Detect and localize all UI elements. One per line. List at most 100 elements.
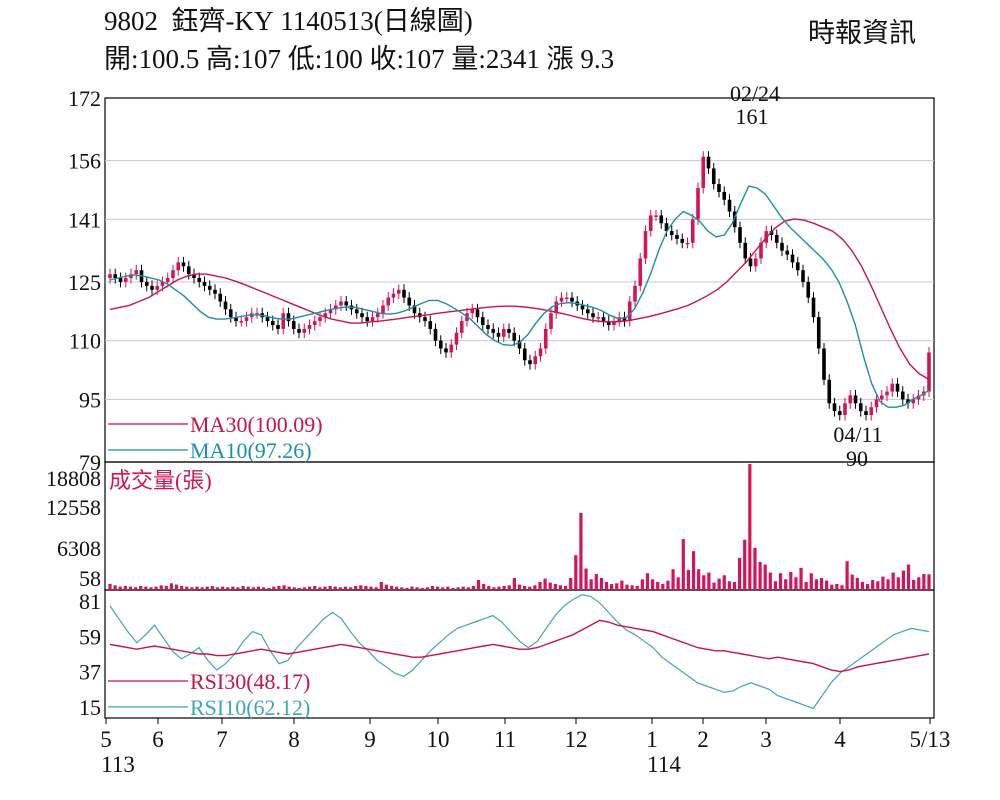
- candle-body: [580, 305, 585, 310]
- volume-title: 成交量(張): [109, 468, 212, 493]
- candle-body: [391, 293, 396, 298]
- candle-body: [150, 285, 154, 290]
- volume-bar: [180, 585, 184, 590]
- volume-bar: [697, 569, 701, 590]
- volume-bar: [579, 512, 583, 590]
- volume-bar: [476, 579, 481, 590]
- volume-bar: [466, 587, 470, 590]
- volume-bar: [917, 577, 921, 590]
- volume-bar: [850, 574, 854, 590]
- candle-body: [496, 332, 501, 337]
- volume-bar: [584, 568, 588, 590]
- volume-bar: [743, 539, 747, 590]
- rsi30-legend-label: RSI30(48.17): [190, 669, 310, 694]
- candle-body: [654, 215, 658, 217]
- volume-bar: [896, 577, 900, 590]
- volume-bar: [236, 587, 240, 590]
- candle-body: [475, 309, 480, 318]
- volume-bar: [308, 586, 312, 590]
- month-label: 8: [288, 727, 300, 752]
- candle-body: [207, 285, 212, 290]
- volume-bar: [333, 586, 337, 590]
- volume-bar: [748, 464, 752, 590]
- candle-body: [885, 391, 889, 396]
- volume-bar: [901, 570, 906, 590]
- month-label: 11: [494, 727, 516, 752]
- candle-body: [627, 301, 632, 322]
- volume-bar: [328, 585, 332, 590]
- low-label: 低: [287, 44, 315, 74]
- volume-bar: [405, 587, 409, 590]
- volume-bar: [548, 582, 552, 590]
- volume-bar: [784, 579, 788, 590]
- candle-body: [433, 328, 438, 341]
- candle-body: [318, 317, 322, 322]
- stock-name: 鈺齊-KY: [171, 6, 274, 36]
- volume-bar: [195, 586, 199, 590]
- volume-bar: [589, 579, 593, 590]
- volume-bar: [574, 555, 578, 590]
- price-tick-label: 125: [68, 270, 101, 295]
- candle-body: [585, 309, 590, 314]
- candle-body: [659, 215, 664, 224]
- ma10-legend-label: MA10(97.26): [190, 438, 312, 463]
- volume-bar: [891, 572, 895, 590]
- volume-bar: [169, 583, 174, 590]
- candle-body: [213, 289, 217, 294]
- rsi-panel: [109, 594, 930, 710]
- volume-bar: [221, 586, 225, 590]
- candle-body: [459, 321, 464, 333]
- candle-body: [711, 168, 716, 185]
- volume-bar: [246, 586, 250, 590]
- volume-bar: [210, 585, 214, 590]
- candle-body: [270, 321, 275, 326]
- volume-bar: [415, 587, 419, 590]
- volume-bar: [343, 586, 348, 590]
- candle-body: [108, 274, 112, 279]
- month-label: 7: [216, 727, 228, 752]
- volume-bar: [702, 575, 706, 590]
- volume-bar: [261, 587, 266, 590]
- volume-bar: [487, 585, 491, 590]
- volume-bar: [717, 578, 721, 590]
- volume-bar: [379, 581, 383, 590]
- price-tick-label: 172: [68, 86, 101, 111]
- volume-bar: [809, 573, 813, 590]
- volume-bar: [881, 576, 885, 590]
- volume-bar: [517, 584, 522, 590]
- candle-body: [916, 395, 921, 400]
- chart-date-title: 1140513(日線圖): [280, 6, 473, 36]
- volume-bar: [205, 586, 209, 590]
- candle-body: [165, 278, 170, 282]
- volume-bar: [722, 575, 726, 590]
- candle-body: [197, 278, 202, 282]
- volume-bar: [118, 586, 122, 590]
- rsi30-line: [109, 619, 930, 673]
- volume-bar: [768, 572, 772, 590]
- volume-bar: [174, 584, 179, 590]
- low-annotation-value: 90: [846, 446, 868, 471]
- volume-bar: [215, 587, 220, 590]
- candle-body: [192, 274, 196, 279]
- candle-body: [171, 270, 175, 279]
- candle-body: [444, 348, 448, 353]
- volume-bar: [430, 585, 435, 590]
- volume-bar: [645, 573, 650, 590]
- candle-body: [176, 262, 181, 271]
- volume-bar: [871, 579, 875, 590]
- candle-body: [617, 317, 622, 322]
- price-tick-label: 156: [68, 149, 101, 174]
- candle-body: [449, 344, 454, 353]
- volume-bar: [640, 579, 644, 590]
- candle-body: [423, 317, 427, 322]
- candle-body: [858, 403, 863, 412]
- volume-panel-frame: [104, 461, 935, 591]
- candle-body: [774, 234, 779, 243]
- candle-body: [638, 258, 643, 286]
- volume-bar: [912, 579, 916, 590]
- volume-label: 量: [451, 44, 479, 74]
- candle-body: [386, 297, 391, 306]
- volume-bar: [400, 587, 404, 590]
- volume-bar: [133, 587, 138, 590]
